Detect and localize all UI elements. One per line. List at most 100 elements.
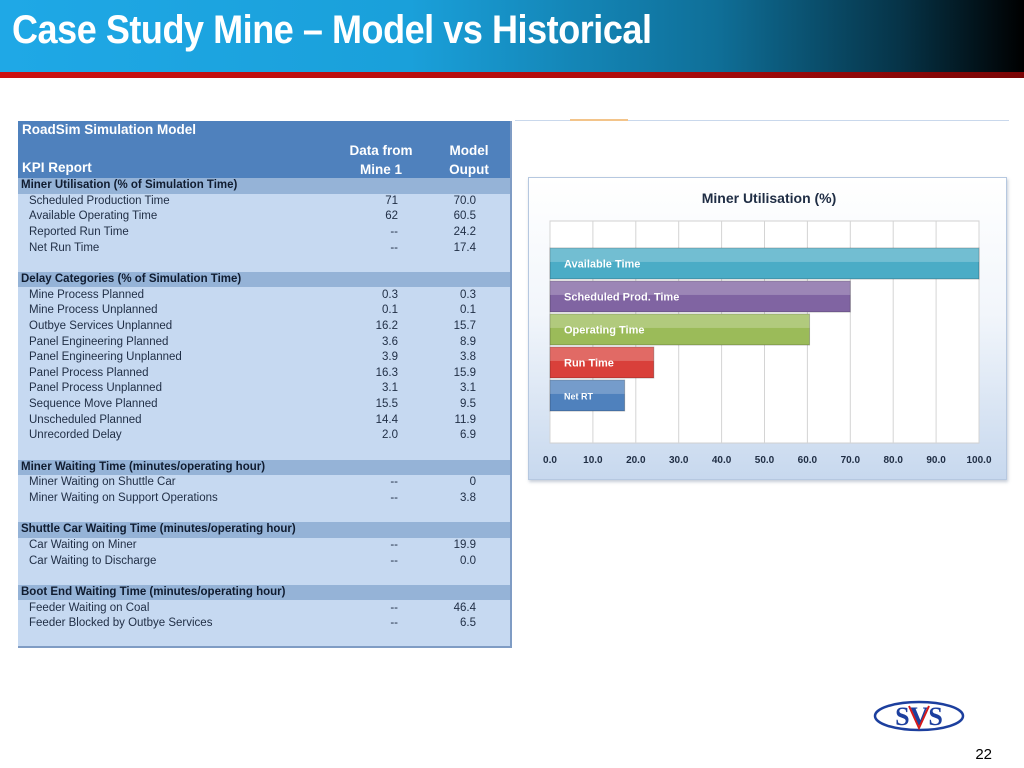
- kpi-label: Miner Waiting Time (minutes/operating ho…: [21, 460, 266, 473]
- kpi-table-subtitle: KPI Report: [22, 160, 92, 175]
- bar-label: Available Time: [564, 259, 640, 271]
- section-header-row: Boot End Waiting Time (minutes/operating…: [18, 584, 510, 601]
- kpi-row: Sequence Move Planned 15.5 9.5: [18, 397, 510, 413]
- kpi-label: Mine Process Planned: [29, 288, 145, 301]
- x-tick-label: 70.0: [841, 455, 861, 466]
- kpi-label: Mine Process Unplanned: [29, 304, 158, 317]
- miner-utilisation-chart: 0.0 10.0 20.0 30.0 40.0 50.0 60.0 70.0 80.0 90.0 1…: [528, 177, 1007, 480]
- kpi-row: Car Waiting to Discharge -- 0.0: [18, 554, 510, 570]
- kpi-label: Net Run Time: [29, 241, 100, 254]
- model-output-value: 0.0: [460, 554, 476, 567]
- kpi-row: Panel Process Planned 16.3 15.9: [18, 366, 510, 382]
- mine-data-value: 3.9: [382, 351, 398, 364]
- kpi-row: Panel Engineering Unplanned 3.9 3.8: [18, 350, 510, 366]
- bar-label: Net RT: [564, 392, 594, 402]
- model-output-value: 15.7: [453, 319, 476, 332]
- kpi-row: Outbye Services Unplanned 16.2 15.7: [18, 319, 510, 335]
- mine-data-value: --: [390, 476, 398, 489]
- kpi-label: Shuttle Car Waiting Time (minutes/operat…: [21, 523, 296, 536]
- mine-data-value: 14.4: [375, 413, 398, 426]
- kpi-row: Available Operating Time 62 60.5: [18, 209, 510, 225]
- kpi-row: Feeder Waiting on Coal -- 46.4: [18, 601, 510, 617]
- bar-highlight: [550, 380, 625, 394]
- kpi-label: Feeder Blocked by Outbye Services: [29, 617, 213, 630]
- model-output-value: 70.0: [453, 194, 476, 207]
- bar-highlight: [550, 347, 654, 361]
- kpi-label: Car Waiting to Discharge: [29, 554, 157, 567]
- model-output-value: 3.1: [460, 382, 476, 395]
- spacer-row: [18, 569, 510, 585]
- page-number: 22: [975, 746, 992, 763]
- kpi-label: Sequence Move Planned: [29, 398, 158, 411]
- model-output-value: 6.5: [460, 617, 476, 630]
- mine-data-value: --: [390, 601, 398, 614]
- column-header-model-output-line1: Model: [449, 143, 489, 158]
- kpi-label: Feeder Waiting on Coal: [29, 601, 150, 614]
- kpi-label: Outbye Services Unplanned: [29, 319, 173, 332]
- column-header-model-output: Model Ouput: [432, 141, 506, 179]
- model-output-value: 6.9: [460, 429, 476, 442]
- model-output-value: 17.4: [453, 241, 476, 254]
- mine-data-value: --: [390, 492, 398, 504]
- x-tick-label: 40.0: [712, 455, 732, 466]
- mine-data-value: 71: [385, 194, 398, 207]
- bar: [549, 346, 655, 379]
- kpi-row: Reported Run Time -- 24.2: [18, 225, 510, 241]
- x-tick-label: 50.0: [755, 455, 775, 466]
- column-header-mine-data-line1: Data from: [349, 143, 413, 158]
- model-output-value: 46.4: [453, 601, 476, 614]
- title-underline: [0, 72, 1024, 78]
- kpi-label: Car Waiting on Miner: [29, 538, 137, 551]
- mine-data-value: --: [390, 225, 398, 238]
- mine-data-value: 3.6: [382, 335, 398, 348]
- mine-data-value: --: [390, 617, 398, 630]
- chart-canvas: 0.0 10.0 20.0 30.0 40.0 50.0 60.0 70.0 80.0 90.0 1…: [543, 190, 992, 466]
- kpi-row: Miner Waiting on Support Operations -- 3.8: [18, 491, 510, 507]
- x-tick-label: 100.0: [966, 455, 991, 466]
- kpi-label: Available Operating Time: [29, 210, 158, 223]
- kpi-label: Boot End Waiting Time (minutes/operating…: [21, 585, 286, 598]
- mine-data-value: --: [390, 554, 398, 567]
- model-output-value: 3.8: [460, 492, 476, 504]
- bar-highlight: [550, 314, 810, 328]
- kpi-label: Panel Process Planned: [29, 366, 149, 379]
- kpi-label: Unrecorded Delay: [29, 429, 122, 442]
- model-output-value: 0.3: [460, 288, 476, 301]
- x-tick-label: 30.0: [669, 455, 689, 466]
- model-output-value: 9.5: [460, 398, 476, 411]
- bar-label: Operating Time: [564, 325, 644, 337]
- kpi-label: Reported Run Time: [29, 225, 129, 238]
- x-tick-label: 90.0: [926, 455, 946, 466]
- header-divider-accent: [570, 119, 628, 121]
- section-header-row: Miner Utilisation (% of Simulation Time): [18, 178, 510, 194]
- kpi-row: Panel Engineering Planned 3.6 8.9: [18, 335, 510, 351]
- kpi-row: Scheduled Production Time 71 70.0: [18, 194, 510, 210]
- kpi-row: Miner Waiting on Shuttle Car -- 0: [18, 475, 510, 491]
- section-header-row: Miner Waiting Time (minutes/operating ho…: [18, 459, 510, 476]
- kpi-row: Unscheduled Planned 14.4 11.9: [18, 413, 510, 429]
- model-output-value: 24.2: [453, 225, 476, 238]
- x-tick-label: 20.0: [626, 455, 646, 466]
- kpi-label: Miner Waiting on Support Operations: [29, 492, 218, 504]
- spacer-row: [18, 444, 510, 460]
- model-output-value: 11.9: [454, 413, 476, 426]
- model-output-value: 19.9: [453, 538, 476, 551]
- kpi-row: Mine Process Unplanned 0.1 0.1: [18, 303, 510, 319]
- kpi-label: Delay Categories (% of Simulation Time): [21, 272, 242, 285]
- bar: [549, 280, 851, 313]
- kpi-label: Panel Engineering Planned: [29, 335, 169, 348]
- kpi-label: Unscheduled Planned: [29, 413, 142, 426]
- spacer-row: [18, 507, 510, 523]
- model-output-value: 15.9: [453, 366, 476, 379]
- kpi-label: Miner Utilisation (% of Simulation Time): [21, 179, 238, 191]
- kpi-label: Panel Process Unplanned: [29, 382, 162, 395]
- slide-title: Case Study Mine – Model vs Historical: [12, 8, 652, 52]
- kpi-row: Panel Process Unplanned 3.1 3.1: [18, 381, 510, 397]
- x-tick-label: 60.0: [798, 455, 818, 466]
- bar-highlight: [550, 281, 851, 295]
- model-output-value: 3.8: [460, 351, 476, 364]
- mine-data-value: 16.2: [375, 319, 398, 332]
- kpi-row: Feeder Blocked by Outbye Services -- 6.5: [18, 616, 510, 632]
- spacer-row: [18, 256, 510, 272]
- model-output-value: 0: [469, 476, 476, 489]
